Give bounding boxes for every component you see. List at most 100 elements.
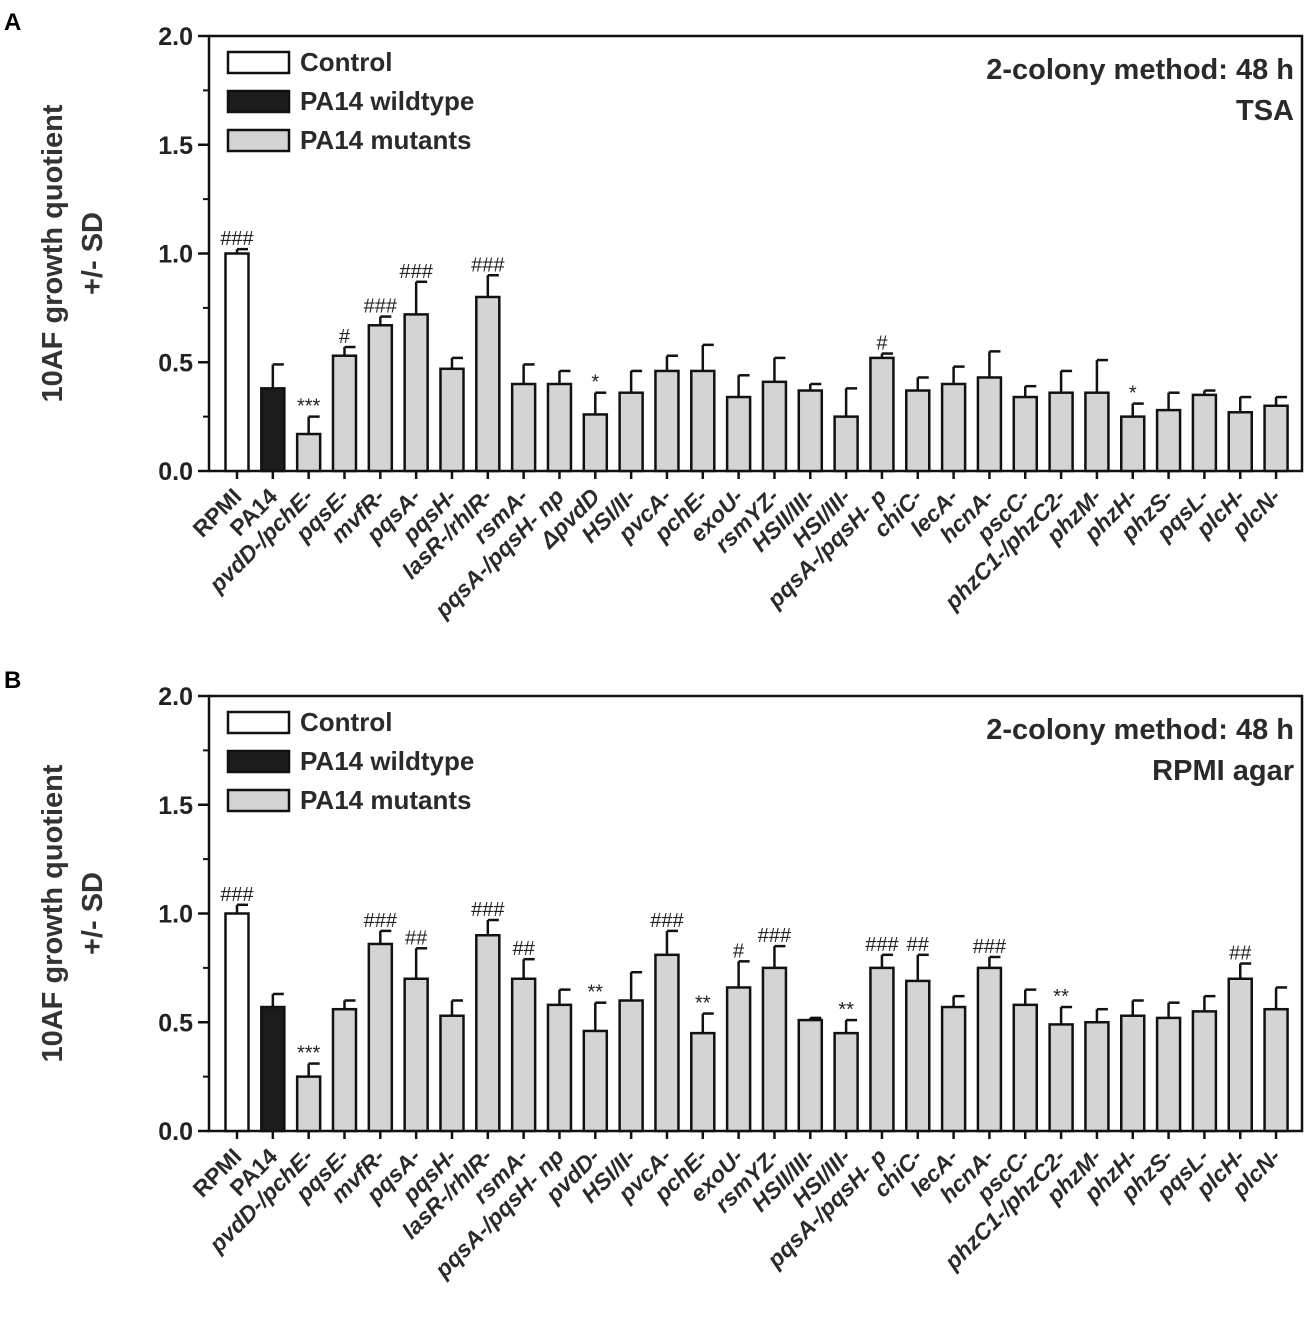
bar <box>403 313 429 473</box>
panel-label: B <box>4 667 21 694</box>
legend-label: Control <box>300 707 392 737</box>
significance-label: ### <box>220 228 254 250</box>
panel-b: B 0.0 0.5 1.0 1.5 2.0 10AF growth quotient +/- … <box>4 667 1304 1283</box>
bar <box>260 387 286 473</box>
bar <box>869 356 895 473</box>
significance-label: ### <box>399 261 433 283</box>
y-tick-label: 0.0 <box>158 458 193 486</box>
legend-label: PA14 mutants <box>300 125 471 155</box>
y-tick-label: 2.0 <box>158 683 193 711</box>
significance-label: ### <box>364 910 398 932</box>
bar <box>331 354 358 473</box>
y-tick-label: 1.5 <box>158 792 193 820</box>
bar <box>618 391 644 473</box>
significance-label: ### <box>973 936 1007 958</box>
legend-control: Control <box>226 47 392 77</box>
legend-mutants: PA14 mutants <box>226 125 471 155</box>
legend-swatch <box>226 128 291 153</box>
bar <box>905 389 931 473</box>
bar <box>761 380 788 473</box>
legend-swatch <box>226 89 291 114</box>
y-tick-label: 1.5 <box>158 132 193 160</box>
bar <box>1263 404 1289 473</box>
significance-label: ** <box>838 999 854 1021</box>
bar <box>869 966 895 1133</box>
bar <box>618 999 644 1133</box>
significance-label: ### <box>865 934 899 956</box>
bar <box>295 432 322 473</box>
legend-swatch <box>226 50 291 75</box>
bar <box>510 382 537 473</box>
significance-label: ### <box>471 899 505 921</box>
bar <box>725 986 752 1133</box>
y-axis-label: 10AF growth quotient +/- SD <box>37 104 109 402</box>
significance-label: ### <box>364 296 398 318</box>
panel-label: A <box>4 9 21 36</box>
bar <box>224 912 250 1133</box>
bar <box>976 376 1003 473</box>
bar <box>439 367 465 473</box>
bar <box>510 977 537 1133</box>
bar <box>1155 1016 1182 1133</box>
legend-swatch <box>226 749 291 774</box>
legend-mutants: PA14 mutants <box>226 785 471 815</box>
bar <box>367 324 394 473</box>
panel-a: A 0.0 0.5 1.0 1.5 2.0 10AF growth quotient +/- … <box>4 9 1304 623</box>
y-tick-label: 0.5 <box>158 349 193 377</box>
bar <box>976 966 1003 1133</box>
significance-label: ### <box>650 910 684 932</box>
bar <box>1120 1014 1146 1133</box>
bar <box>475 934 501 1133</box>
significance-label: # <box>876 333 888 355</box>
legend-wildtype: PA14 wildtype <box>226 746 474 776</box>
bar <box>761 966 788 1133</box>
bar <box>331 1007 358 1133</box>
bar <box>224 252 250 473</box>
bar <box>940 1005 967 1133</box>
legend-control: Control <box>226 707 392 737</box>
y-axis-label: 10AF growth quotient +/- SD <box>37 764 109 1062</box>
legend-swatch <box>226 710 291 735</box>
bar <box>1227 411 1253 473</box>
bar <box>582 1029 609 1133</box>
y-tick-label: 2.0 <box>158 23 193 51</box>
significance-label: ** <box>588 982 604 1004</box>
significance-label: ** <box>695 993 711 1015</box>
significance-label: *** <box>297 1043 321 1065</box>
y-tick-label: 0.0 <box>158 1118 193 1146</box>
significance-label: ## <box>513 938 536 960</box>
legend-label: PA14 wildtype <box>300 86 474 116</box>
bar <box>797 389 824 473</box>
bar <box>1155 408 1182 473</box>
significance-label: * <box>591 372 599 394</box>
legend-label: PA14 wildtype <box>300 746 474 776</box>
bar <box>1012 1003 1039 1133</box>
bar <box>439 1014 465 1133</box>
significance-label: ** <box>1053 986 1069 1008</box>
bar <box>1012 395 1039 473</box>
y-tick-label: 1.0 <box>158 241 193 269</box>
bar <box>1191 1010 1218 1133</box>
significance-label: # <box>339 326 351 348</box>
bar <box>690 1031 716 1133</box>
y-tick-label: 0.5 <box>158 1009 193 1037</box>
bar <box>260 1005 286 1133</box>
bar <box>833 1031 859 1133</box>
bar <box>1084 1021 1110 1133</box>
bar <box>654 369 680 473</box>
y-axis-label-line1: 10AF growth quotient <box>37 764 69 1062</box>
bar <box>1120 415 1146 473</box>
annotation-title: 2-colony method: 48 h <box>986 714 1294 746</box>
bar <box>475 295 501 473</box>
significance-label: ## <box>405 927 428 949</box>
significance-label: * <box>1129 383 1137 405</box>
significance-label: # <box>733 940 745 962</box>
bar <box>1263 1007 1289 1133</box>
significance-label: ## <box>1229 943 1252 965</box>
bar <box>1227 977 1253 1133</box>
annotation-subtitle: TSA <box>1236 95 1294 127</box>
bar <box>1191 393 1218 473</box>
significance-label: ### <box>758 925 792 947</box>
legend-label: PA14 mutants <box>300 785 471 815</box>
